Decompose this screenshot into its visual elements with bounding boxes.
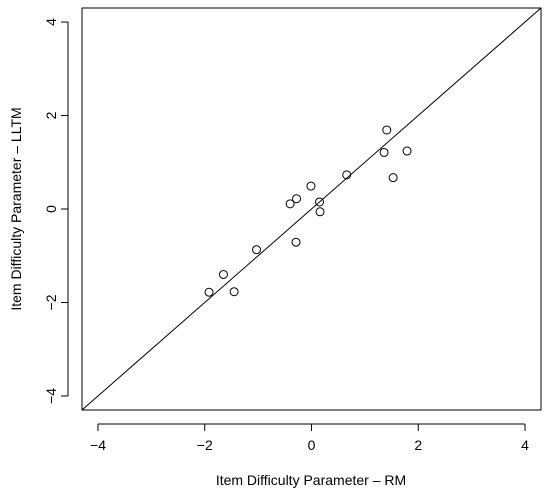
data-point-9 — [315, 197, 325, 207]
y-axis: −4 −2 0 2 4 — [43, 18, 69, 404]
data-point-3 — [229, 287, 239, 297]
y-tick-label: −2 — [43, 294, 59, 310]
y-tick-label: 4 — [43, 18, 59, 26]
data-point-10 — [315, 207, 325, 217]
x-axis-title: Item Difficulty Parameter – RM — [216, 472, 406, 488]
y-axis-title: Item Difficulty Parameter – LLTM — [8, 107, 24, 310]
data-point-7 — [291, 237, 301, 247]
data-point-11 — [342, 170, 352, 180]
data-points — [204, 125, 412, 297]
x-tick-label: 2 — [414, 437, 422, 453]
data-point-12 — [379, 147, 389, 157]
y-tick-label: 0 — [43, 205, 59, 213]
data-point-8 — [306, 181, 316, 191]
data-point-5 — [285, 199, 295, 209]
x-tick-label: 0 — [308, 437, 316, 453]
y-tick-label: −4 — [43, 388, 59, 404]
data-point-6 — [292, 194, 302, 204]
y-tick-label: 2 — [43, 111, 59, 119]
x-tick-label: −2 — [197, 437, 213, 453]
data-point-14 — [388, 173, 398, 183]
identity-reference-line — [81, 7, 542, 411]
x-tick-label: 4 — [521, 437, 529, 453]
data-point-4 — [252, 245, 262, 255]
x-axis: −4 −2 0 2 4 — [90, 423, 529, 453]
x-tick-label: −4 — [90, 437, 106, 453]
plot-frame — [81, 7, 542, 411]
data-point-13 — [382, 125, 392, 135]
data-point-15 — [402, 146, 412, 156]
data-point-1 — [204, 287, 214, 297]
data-point-2 — [218, 269, 228, 279]
